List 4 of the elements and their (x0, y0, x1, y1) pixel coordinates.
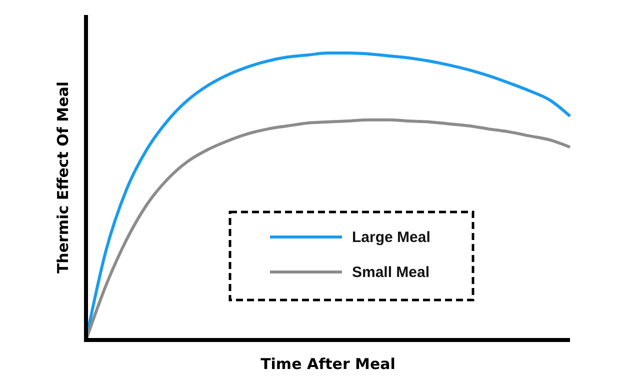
legend-label: Small Meal (352, 264, 430, 281)
y-axis-title: Thermic Effect Of Meal (54, 81, 72, 274)
legend-label: Large Meal (352, 229, 430, 246)
x-axis-title: Time After Meal (260, 355, 396, 373)
